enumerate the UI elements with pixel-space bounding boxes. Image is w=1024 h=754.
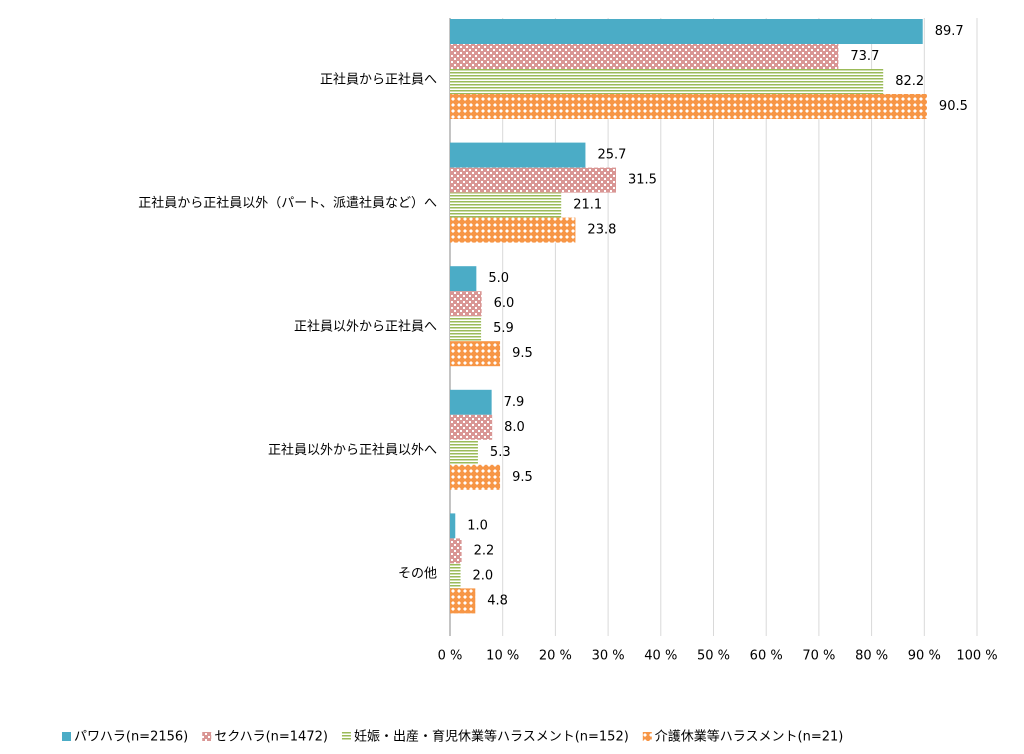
x-tick-label: 20 % [539, 649, 572, 664]
value-label: 6.0 [494, 296, 515, 311]
bar [450, 389, 492, 415]
value-label: 31.5 [628, 173, 657, 188]
value-label: 2.0 [473, 568, 494, 583]
bar [450, 513, 456, 539]
legend-label: 妊娠・出産・育児休業等ハラスメント(n=152) [354, 729, 629, 745]
bar [450, 167, 617, 193]
bar [450, 94, 927, 119]
x-tick-label: 50 % [697, 649, 730, 664]
legend-label: 介護休業等ハラスメント(n=21) [655, 729, 844, 745]
value-label: 5.3 [490, 445, 511, 460]
bar [450, 291, 482, 317]
bar [450, 19, 923, 44]
bar [450, 563, 461, 589]
value-label: 5.0 [488, 271, 509, 286]
x-tick-label: 100 % [956, 649, 997, 664]
bar [450, 217, 576, 243]
value-label: 4.8 [487, 593, 508, 608]
x-tick-label: 60 % [750, 649, 783, 664]
bar [450, 588, 476, 614]
value-label: 9.5 [512, 470, 533, 485]
category-label: その他 [398, 567, 437, 582]
value-label: 73.7 [850, 49, 879, 64]
value-label: 82.2 [895, 74, 924, 89]
value-label: 8.0 [504, 420, 525, 435]
value-label: 9.5 [512, 346, 533, 361]
category-label: 正社員以外から正社員へ [294, 319, 437, 335]
bar [450, 266, 477, 292]
bar [450, 414, 493, 440]
bar [450, 44, 839, 69]
bar [450, 439, 478, 465]
legend-marker [62, 732, 71, 741]
category-label: 正社員から正社員へ [320, 71, 437, 87]
legend-marker [642, 732, 652, 741]
x-tick-label: 70 % [802, 649, 835, 664]
value-label: 1.0 [467, 518, 488, 533]
bar [450, 464, 501, 490]
legend-marker [341, 732, 351, 741]
bar [450, 192, 562, 218]
x-tick-label: 30 % [592, 649, 625, 664]
bar [450, 316, 482, 342]
value-label: 7.9 [504, 395, 525, 410]
bar [450, 142, 586, 168]
x-tick-label: 90 % [908, 649, 941, 664]
x-tick-label: 0 % [438, 649, 463, 664]
value-label: 90.5 [939, 99, 968, 114]
bar [450, 538, 462, 564]
x-tick-label: 80 % [855, 649, 888, 664]
value-label: 21.1 [573, 198, 602, 213]
value-label: 89.7 [935, 24, 964, 39]
bar [450, 341, 501, 367]
value-label: 23.8 [587, 223, 616, 238]
category-label: 正社員以外から正社員以外へ [268, 442, 437, 458]
x-tick-label: 10 % [486, 649, 519, 664]
bar [450, 69, 884, 94]
legend-marker [202, 732, 212, 741]
category-label: 正社員から正社員以外（パート、派遣社員など）へ [138, 195, 437, 211]
value-label: 5.9 [493, 321, 514, 336]
legend-label: セクハラ(n=1472) [214, 730, 328, 745]
legend-label: パワハラ(n=2156) [74, 730, 188, 745]
value-label: 25.7 [597, 148, 626, 163]
value-label: 2.2 [474, 543, 495, 558]
x-tick-label: 40 % [644, 649, 677, 664]
